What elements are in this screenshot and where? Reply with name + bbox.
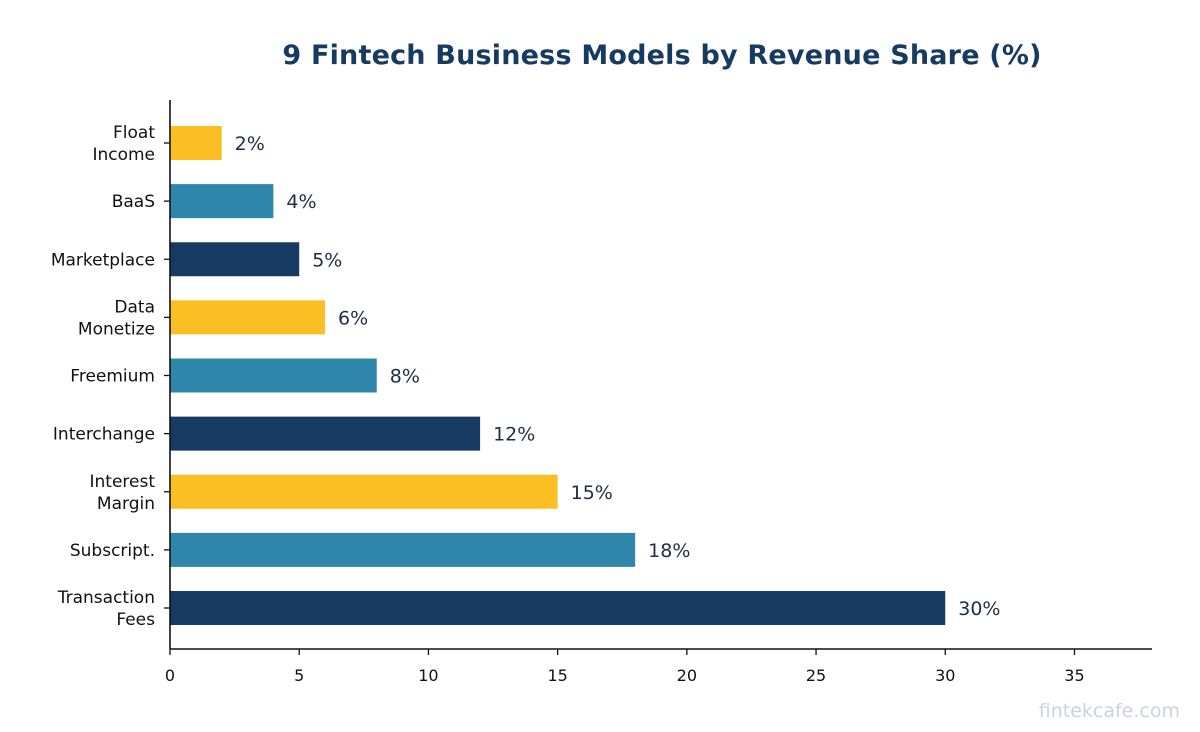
- bar: [170, 184, 274, 219]
- x-axis: 0 5 10 15 20 25 30 35: [165, 648, 1152, 685]
- bar: [170, 532, 636, 567]
- y-tick-label: BaaS: [112, 192, 155, 212]
- y-tick-label: Freemium: [70, 367, 155, 387]
- y-tick-label: Marketplace: [51, 250, 155, 270]
- y-tick-label: Float Income: [92, 123, 155, 165]
- y-axis: Transaction Fees Subscript. Interest Margin I…: [51, 100, 171, 649]
- value-label: 30%: [958, 598, 1000, 620]
- x-tick-label: 30: [935, 666, 955, 685]
- bar: [170, 358, 377, 393]
- value-label: 6%: [338, 307, 368, 329]
- x-tick-label: 20: [677, 666, 697, 685]
- value-label: 15%: [571, 482, 613, 504]
- x-tick-label: 10: [418, 666, 438, 685]
- value-label: 4%: [286, 191, 316, 213]
- x-tick-label: 15: [547, 666, 567, 685]
- y-tick-label: Data Monetize: [78, 297, 155, 339]
- bar: [170, 242, 300, 277]
- x-tick-label: 0: [165, 666, 175, 685]
- y-tick-label: Interchange: [53, 425, 155, 445]
- bar: [170, 474, 558, 509]
- y-tick-label: Interest Margin: [89, 472, 155, 514]
- value-labels-group: 30% 18% 15% 12% 8% 6% 5% 4% 2%: [235, 133, 1001, 620]
- chart-title: 9 Fintech Business Models by Revenue Sha…: [282, 40, 1042, 71]
- x-tick-label: 25: [806, 666, 826, 685]
- bar: [170, 416, 481, 451]
- y-tick-label: Transaction Fees: [57, 588, 155, 630]
- value-label: 5%: [312, 249, 342, 271]
- watermark: fintekcafe.com: [1038, 700, 1180, 722]
- y-tick-label: Subscript.: [70, 541, 155, 561]
- value-label: 18%: [648, 540, 690, 562]
- value-label: 12%: [493, 424, 535, 446]
- bars-group: [170, 126, 946, 625]
- x-tick-label: 35: [1064, 666, 1084, 685]
- bar: [170, 126, 222, 160]
- bar: [170, 300, 326, 335]
- x-tick-label: 5: [294, 666, 304, 685]
- value-label: 2%: [235, 133, 265, 155]
- value-label: 8%: [390, 366, 420, 388]
- bar: [170, 591, 946, 625]
